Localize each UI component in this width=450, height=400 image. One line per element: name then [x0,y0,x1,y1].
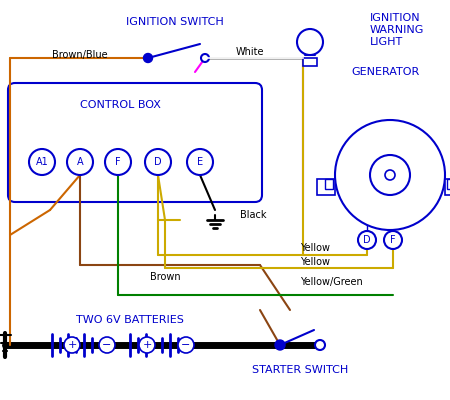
Circle shape [384,231,402,249]
Circle shape [29,149,55,175]
Circle shape [275,340,285,350]
Circle shape [358,231,376,249]
Circle shape [187,149,213,175]
Text: F: F [390,235,396,245]
Text: −: − [102,340,112,350]
Circle shape [144,54,153,62]
Text: White: White [236,47,264,57]
Circle shape [201,54,209,62]
Text: Brown/Blue: Brown/Blue [52,50,108,60]
Circle shape [335,120,445,230]
Text: Black: Black [240,210,266,220]
Bar [325,179,333,189]
Text: A: A [76,157,83,167]
Circle shape [315,340,325,350]
Text: TWO 6V BATTERIES: TWO 6V BATTERIES [76,315,184,325]
Circle shape [139,337,155,353]
Text: D: D [363,235,371,245]
Text: +: + [68,340,76,350]
Circle shape [385,170,395,180]
Circle shape [178,337,194,353]
Text: IGNITION
WARNING
LIGHT: IGNITION WARNING LIGHT [370,13,424,47]
Text: CONTROL BOX: CONTROL BOX [80,100,161,110]
Text: GENERATOR: GENERATOR [351,67,419,77]
Circle shape [105,149,131,175]
Text: Yellow: Yellow [300,257,330,267]
Bar [317,179,335,195]
Circle shape [67,149,93,175]
Text: E: E [197,157,203,167]
FancyBboxPatch shape [8,83,262,202]
Circle shape [64,337,80,353]
Text: STARTER SWITCH: STARTER SWITCH [252,365,348,375]
Circle shape [297,29,323,55]
Text: D: D [154,157,162,167]
Bar [445,179,450,195]
Circle shape [370,155,410,195]
Text: Brown: Brown [150,272,180,282]
Bar [303,58,317,66]
Text: Yellow: Yellow [300,243,330,253]
Text: IGNITION SWITCH: IGNITION SWITCH [126,17,224,27]
Circle shape [99,337,115,353]
Text: A1: A1 [36,157,49,167]
Bar [447,179,450,189]
Text: F: F [115,157,121,167]
Text: Yellow/Green: Yellow/Green [300,277,363,287]
Text: −: − [181,340,191,350]
Circle shape [145,149,171,175]
Text: +: + [142,340,152,350]
